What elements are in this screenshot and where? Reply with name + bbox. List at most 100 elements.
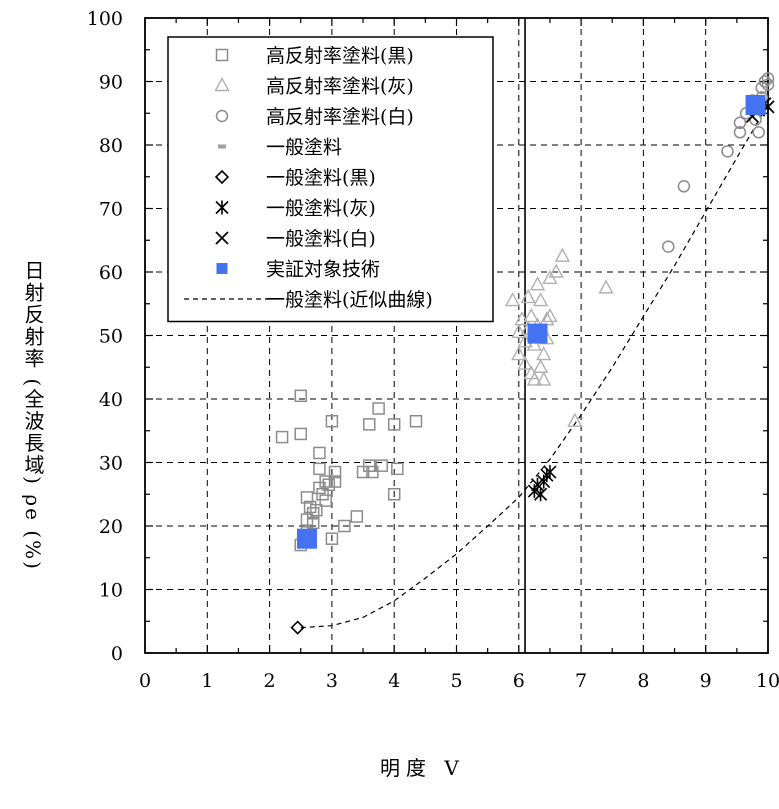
marker-shape <box>504 292 521 307</box>
data-point <box>523 307 539 323</box>
y-tick-label: 60 <box>99 262 123 284</box>
marker-shape <box>387 418 401 431</box>
x-tick-label: 5 <box>450 670 462 692</box>
legend-label: 一般塗料 <box>266 136 342 159</box>
marker-shape <box>294 427 307 441</box>
data-point <box>313 446 326 460</box>
data-point <box>296 528 317 549</box>
data-point <box>387 488 401 501</box>
data-point <box>733 116 747 130</box>
x-tick-label: 1 <box>201 670 213 692</box>
data-point <box>325 532 339 545</box>
marker-shape <box>761 78 775 91</box>
data-point <box>517 355 533 370</box>
legend-label: 高反射率塗料(黒) <box>266 44 414 67</box>
data-point <box>366 465 379 479</box>
x-tick-label: 10 <box>756 670 779 692</box>
marker-shape <box>529 276 546 291</box>
marker-shape <box>548 263 564 278</box>
marker-shape <box>755 81 769 95</box>
data-point <box>294 427 307 441</box>
y-tick-label: 90 <box>99 72 123 94</box>
marker-shape <box>313 446 326 460</box>
data-point <box>536 371 552 386</box>
marker-shape <box>598 279 614 294</box>
marker-shape <box>532 358 549 373</box>
marker-shape <box>511 323 527 339</box>
data-point <box>306 516 320 530</box>
marker-shape <box>325 414 339 428</box>
data-point <box>319 494 332 507</box>
x-tick-label: 2 <box>264 670 276 692</box>
marker-shape <box>511 346 527 361</box>
data-point <box>532 358 549 373</box>
data-point <box>290 620 305 635</box>
marker-shape <box>319 494 332 507</box>
marker-shape <box>752 126 765 139</box>
legend-label: 実証対象技術 <box>266 259 380 281</box>
marker-shape <box>387 488 401 501</box>
marker-shape <box>328 465 342 479</box>
marker-shape <box>372 402 385 415</box>
y-tick-label: 20 <box>99 516 123 538</box>
x-tick-label: 9 <box>700 670 712 692</box>
marker-shape <box>363 459 376 472</box>
y-tick-label: 10 <box>99 580 123 602</box>
legend-marker <box>215 231 229 245</box>
data-point <box>511 323 527 339</box>
data-point <box>755 81 769 95</box>
marker-shape <box>363 418 376 431</box>
marker-shape <box>662 240 675 253</box>
data-point <box>275 430 289 444</box>
legend-marker <box>215 200 229 215</box>
marker-shape <box>215 48 229 62</box>
marker-shape <box>300 491 314 504</box>
legend-label: 一般塗料(白) <box>266 227 376 250</box>
data-point <box>375 459 388 472</box>
y-axis-label: 日射反射率 (全波長域) ρe (%) <box>21 260 45 571</box>
marker-shape <box>290 620 305 635</box>
data-point <box>542 307 558 323</box>
marker-shape <box>517 355 533 370</box>
data-point <box>338 519 351 533</box>
data-point <box>543 465 557 480</box>
data-point <box>294 389 307 403</box>
data-point <box>363 418 376 431</box>
data-point <box>536 346 552 361</box>
data-point <box>598 279 614 294</box>
data-point <box>677 180 691 193</box>
marker-shape <box>294 389 307 403</box>
data-point <box>313 462 326 476</box>
data-point <box>526 336 543 351</box>
marker-shape <box>520 288 536 304</box>
marker-shape <box>514 311 530 326</box>
marker-shape <box>306 507 320 520</box>
marker-shape <box>375 459 388 472</box>
data-point <box>761 72 775 85</box>
legend-marker <box>215 109 229 123</box>
y-tick-label: 80 <box>99 135 123 157</box>
marker-shape <box>733 116 747 130</box>
x-tick-label: 0 <box>139 670 151 692</box>
data-point <box>758 75 772 88</box>
marker-shape <box>567 412 583 427</box>
marker-shape <box>733 126 747 139</box>
legend-label: 高反射率塗料(白) <box>266 105 414 128</box>
data-point <box>409 414 423 428</box>
data-point <box>310 503 323 517</box>
marker-shape <box>214 77 230 92</box>
data-point <box>319 475 332 488</box>
data-point <box>529 276 546 291</box>
marker-shape <box>218 144 226 149</box>
y-tick-label: 0 <box>111 643 123 665</box>
data-point <box>328 475 342 488</box>
x-tick-label: 7 <box>575 670 587 692</box>
data-point <box>532 292 549 307</box>
marker-shape <box>554 247 571 262</box>
data-point <box>534 487 548 502</box>
marker-shape <box>526 371 543 386</box>
data-point <box>363 459 376 472</box>
